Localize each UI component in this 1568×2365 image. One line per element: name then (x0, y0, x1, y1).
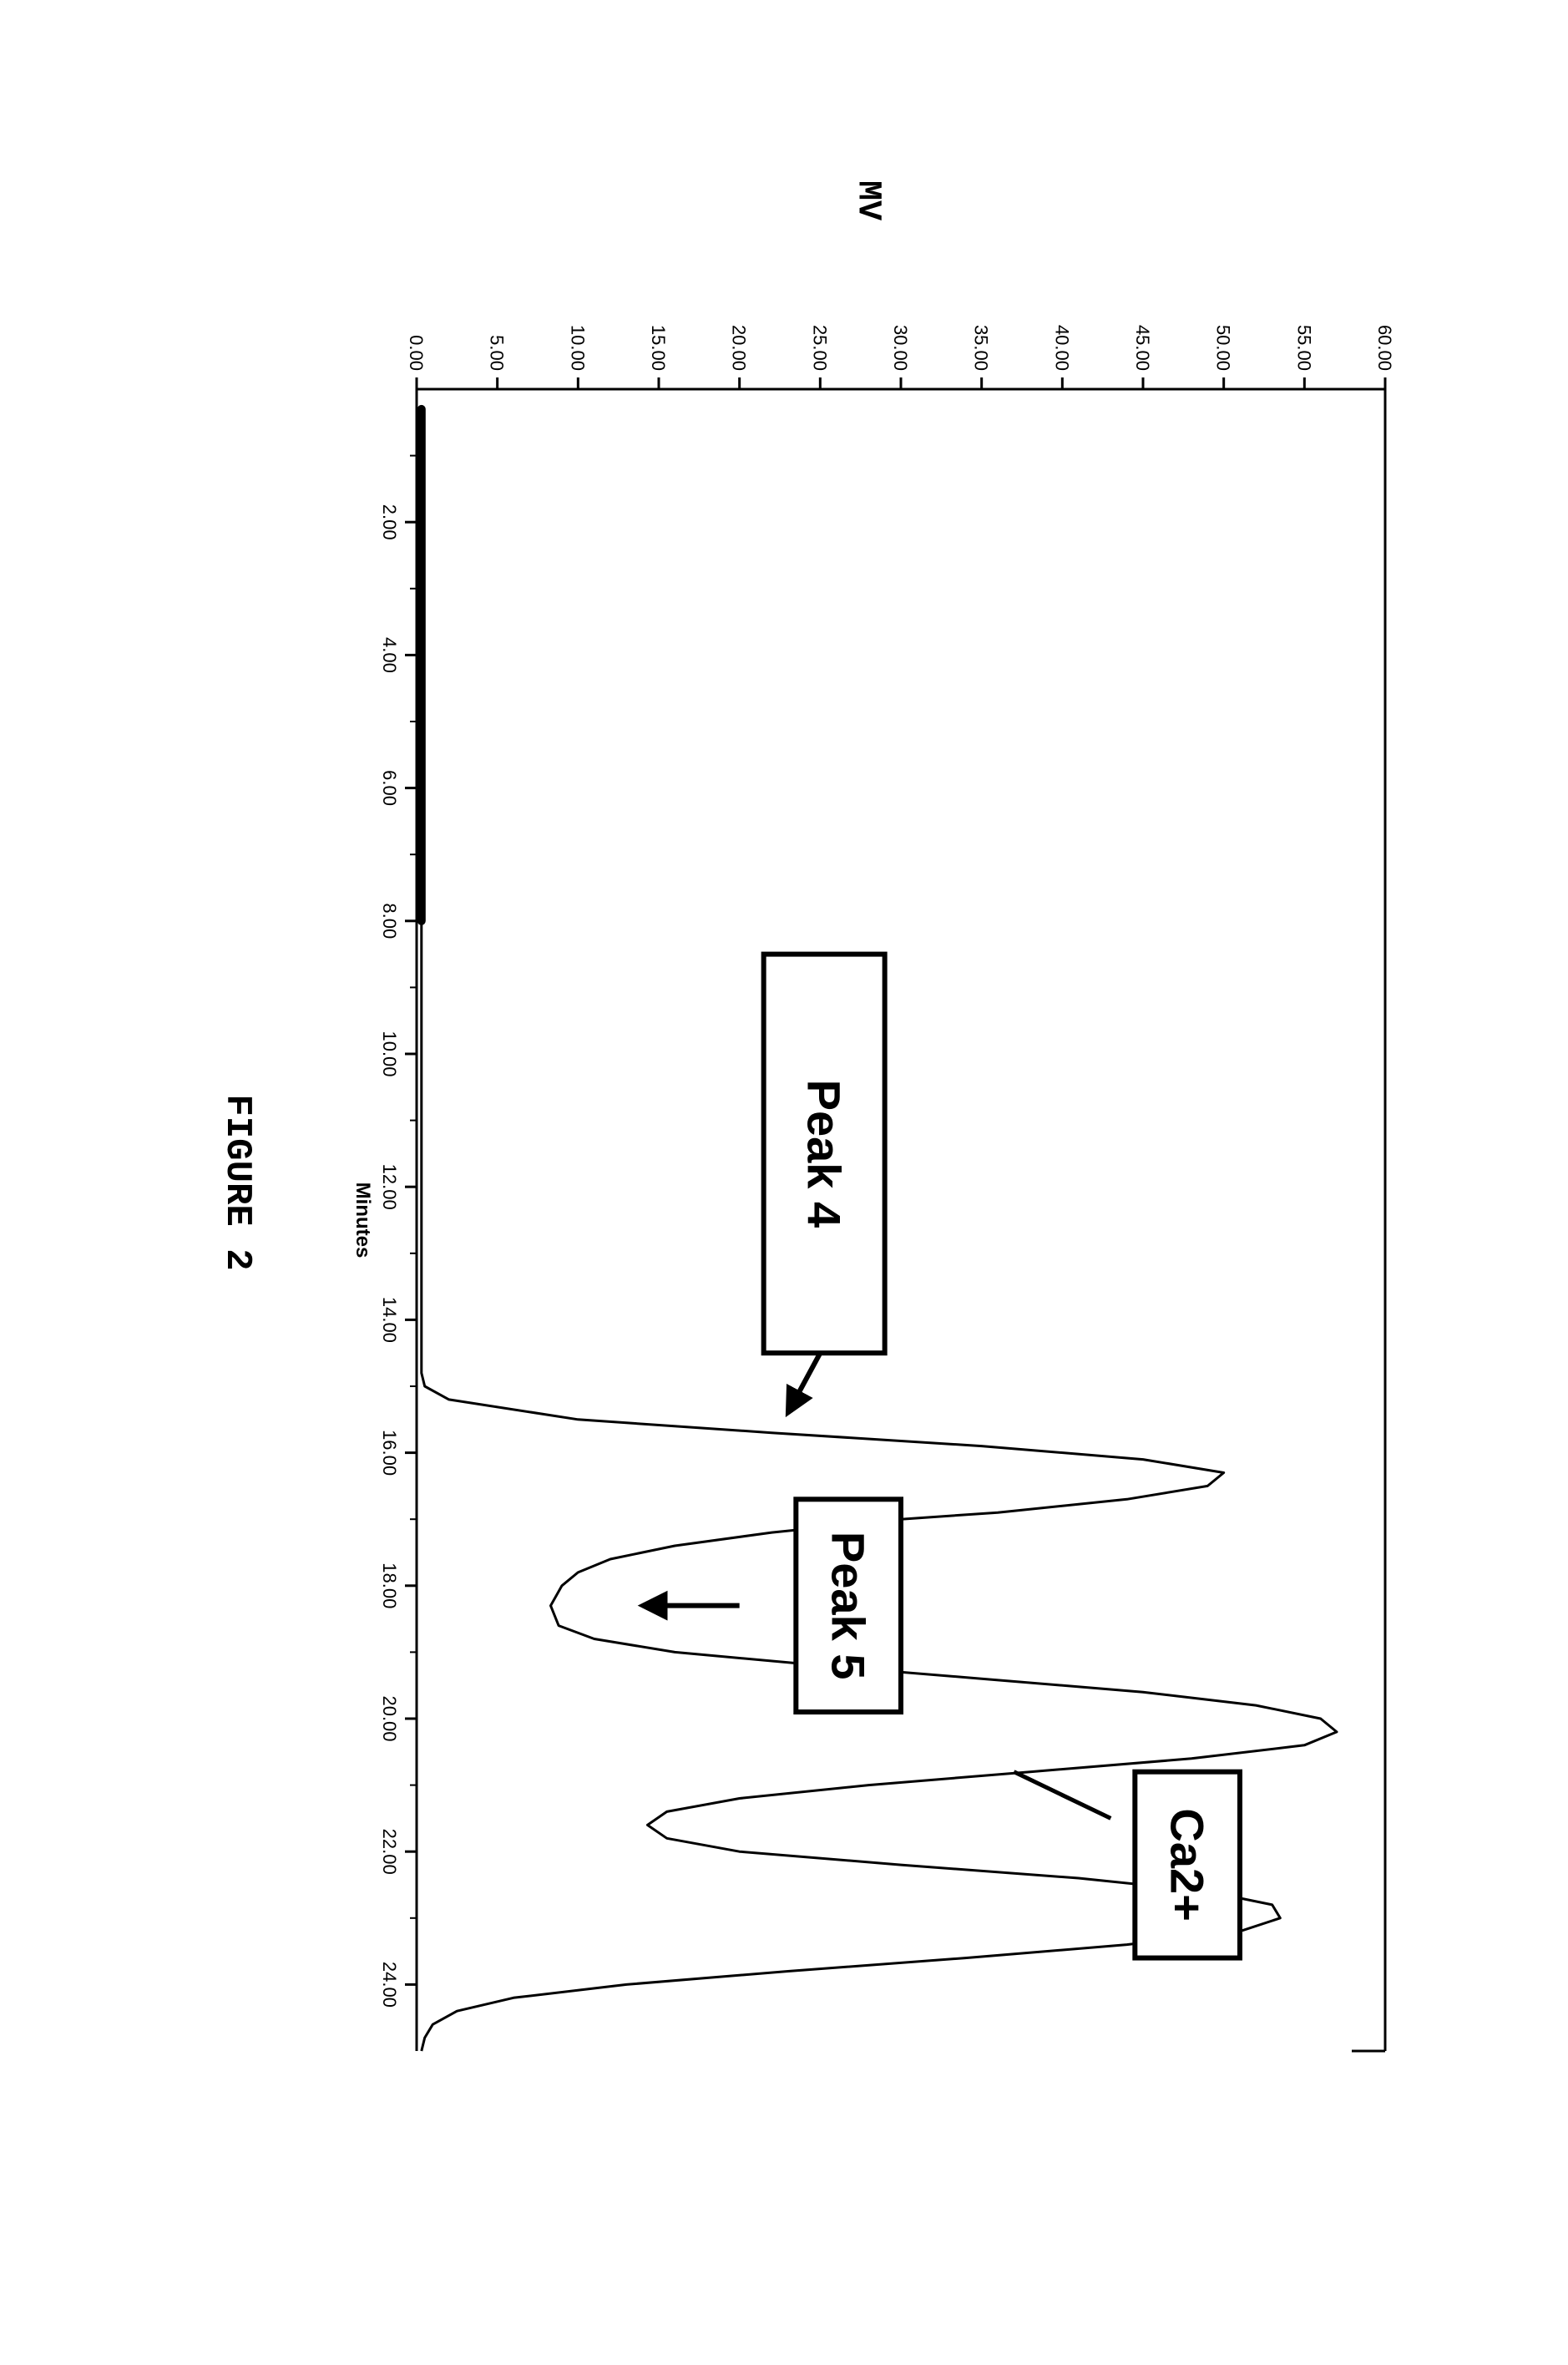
y-tick-label: 50.00 (1213, 325, 1234, 371)
y-tick-label: 60.00 (1374, 325, 1395, 371)
y-tick-label: 20.00 (729, 325, 750, 371)
figure-page: MV 0.005.0010.0015.0020.0025.0030.0035.0… (158, 264, 1410, 2101)
x-tick-label: 22.00 (379, 1829, 400, 1875)
x-tick-label: 16.00 (379, 1430, 400, 1476)
x-tick-label: 10.00 (379, 1031, 400, 1076)
chromatogram-chart: 0.00 5.00 10.00 15.00 20.00 25.00 30.00 35.00 40… (325, 264, 1410, 2101)
y-tick-label: 30.00 (890, 325, 911, 371)
x-tick-label: 18.00 (379, 1562, 400, 1608)
figure-caption: FIGURE 2 (216, 1094, 258, 1270)
x-axis-label: Minutes (352, 1182, 374, 1258)
annotation-arrow-peak4 (788, 1353, 821, 1413)
x-tick-label: 2.00 (379, 504, 400, 540)
annotation-text-peak4: Peak 4 (798, 1080, 851, 1228)
x-tick-label: 20.00 (379, 1695, 400, 1741)
x-tick-label: 12.00 (379, 1164, 400, 1210)
x-tick-label: 4.00 (379, 637, 400, 673)
x-tick-label: 14.00 (379, 1297, 400, 1343)
annotation-text-ca2plus: Ca2+ (1161, 1808, 1214, 1921)
x-tick-label: 24.00 (379, 1962, 400, 2008)
y-tick-label: 45.00 (1132, 325, 1153, 371)
y-axis-label: MV (849, 180, 887, 220)
y-tick-label: 55.00 (1293, 325, 1314, 371)
x-tick-label: 6.00 (379, 770, 400, 806)
chart-container: MV 0.005.0010.0015.0020.0025.0030.0035.0… (325, 264, 1410, 2101)
x-tick-label: 8.00 (379, 903, 400, 939)
y-tick-label: 10.00 (567, 325, 588, 371)
annotation-text-peak5: Peak 5 (822, 1532, 875, 1680)
y-tick-label: 0.00 (406, 335, 427, 371)
y-tick-label: 15.00 (648, 325, 669, 371)
y-tick-label: 5.00 (487, 335, 508, 371)
y-tick-label: 35.00 (971, 325, 992, 371)
y-tick-label: 40.00 (1051, 325, 1072, 371)
y-tick-label: 25.00 (809, 325, 830, 371)
annotation-arrow-ca2plus (1014, 1772, 1110, 1819)
